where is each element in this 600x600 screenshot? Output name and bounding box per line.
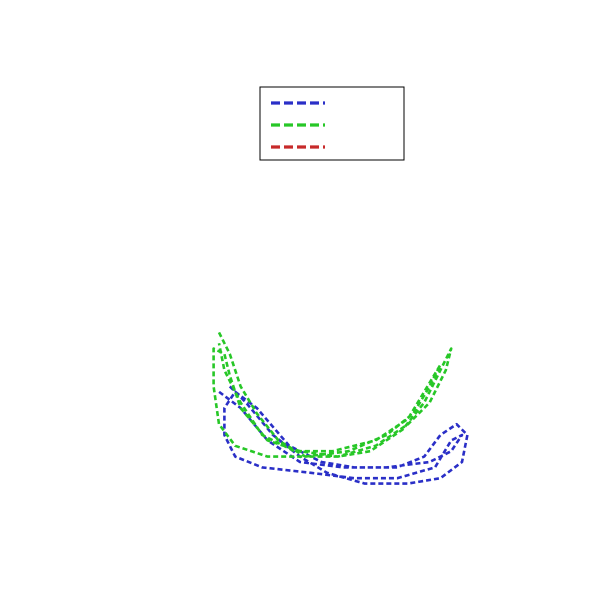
series-line-2 [212, 331, 453, 458]
legend [259, 86, 405, 161]
series-layer [212, 331, 469, 485]
series-line-1 [218, 385, 469, 485]
legend-box [259, 86, 405, 161]
legend-entries [271, 101, 325, 149]
